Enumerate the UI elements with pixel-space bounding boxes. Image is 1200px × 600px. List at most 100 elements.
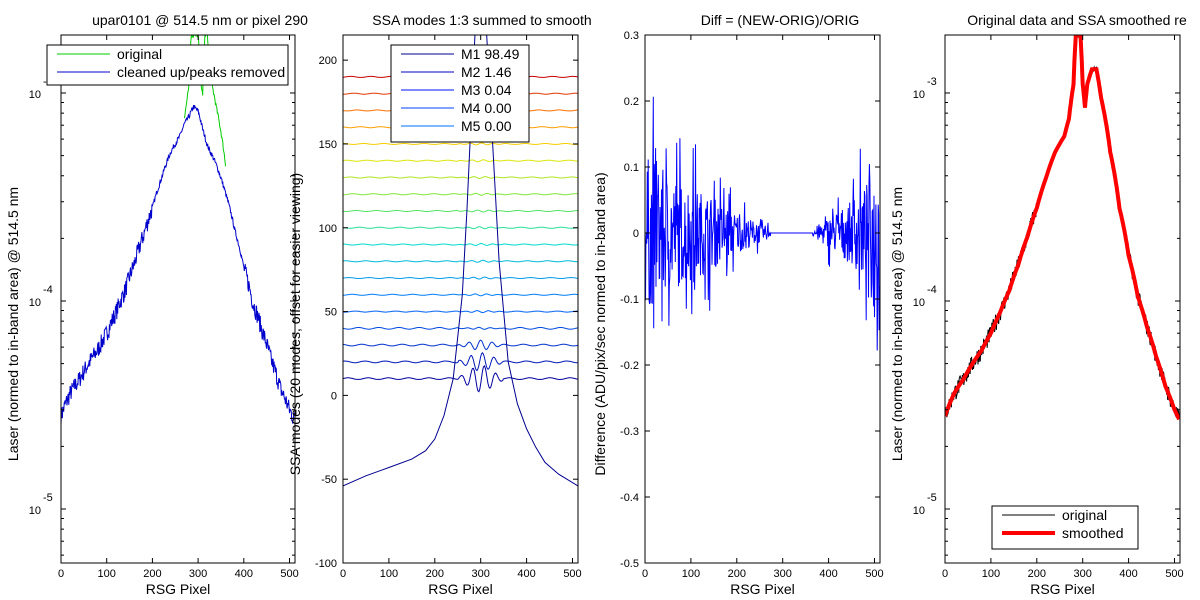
x-tick-label: 500	[1165, 568, 1183, 580]
y-tick-label: 50	[325, 307, 337, 319]
x-axis-label: RSG Pixel	[428, 581, 493, 597]
ssa-mode-line	[343, 364, 578, 393]
legend-entry: original	[1062, 507, 1107, 523]
axes-box	[944, 34, 1181, 564]
axes-box	[342, 34, 579, 564]
x-tick-label: 200	[143, 568, 161, 580]
ssa-mode-line	[343, 293, 578, 297]
ssa-mode-line	[343, 259, 578, 263]
legend-entry: cleaned up/peaks removed	[117, 64, 285, 80]
x-tick-label: 500	[563, 568, 581, 580]
y-tick-label: 10	[29, 89, 41, 101]
x-tick-label: 300	[189, 568, 207, 580]
y-tick-exponent: -4	[927, 284, 937, 296]
x-axis-label: RSG Pixel	[146, 581, 211, 597]
y-tick-exponent: -3	[927, 76, 937, 88]
y-tick-label: 10	[913, 505, 925, 517]
ssa-mode-line	[343, 142, 578, 146]
panel-title: SSA modes 1:3 summed to smooth	[372, 12, 591, 28]
legend-entry: M5 0.00	[461, 118, 512, 134]
ssa-mode-line	[343, 192, 578, 196]
ssa-mode-line	[343, 226, 578, 230]
y-tick-exponent: -5	[927, 492, 937, 504]
x-tick-label: 200	[1028, 568, 1046, 580]
x-tick-label: 100	[380, 568, 398, 580]
legend-entry: M3 0.04	[461, 82, 512, 98]
y-tick-label: -50	[321, 474, 337, 486]
y-tick-label: 100	[319, 223, 337, 235]
ssa-mode-line	[343, 326, 578, 330]
y-tick-label: 0.3	[624, 30, 639, 42]
x-tick-label: 100	[98, 568, 116, 580]
y-tick-label: -100	[315, 558, 337, 570]
panel-title: Original data and SSA smoothed re	[967, 12, 1187, 28]
y-axis-label: SSA modes (20 modes, offset for easier v…	[287, 173, 303, 475]
series-original	[945, 35, 1180, 419]
y-tick-label: 0.1	[624, 162, 639, 174]
axes-box	[644, 34, 881, 564]
panel-title: Diff = (NEW-ORIG)/ORIG	[701, 12, 860, 28]
legend-box	[991, 505, 1139, 550]
series-cleaned-up-peaks-removed	[61, 104, 295, 426]
x-tick-label: 300	[774, 568, 792, 580]
y-tick-label: 200	[319, 55, 337, 67]
x-tick-label: 0	[340, 568, 346, 580]
x-tick-label: 400	[819, 568, 837, 580]
y-tick-label: -0.5	[620, 558, 639, 570]
ssa-mode-line	[343, 175, 578, 180]
x-tick-label: 400	[1119, 568, 1137, 580]
axes-box	[60, 34, 296, 564]
panel-3: 0 100 200 300 400 500 -0.5 -0.4 -0.3 -0.2 -0.1 0 0.1…	[592, 12, 884, 597]
legend-entry: M2 1.46	[461, 64, 512, 80]
y-tick-label: 0	[331, 390, 337, 402]
y-tick-label: 0.2	[624, 96, 639, 108]
legend: original cleaned up/peaks removed	[46, 44, 289, 86]
legend: M1 98.49 M2 1.46 M3 0.04 M4 0.00 M5 0.00	[390, 44, 530, 143]
x-axis-label: RSG Pixel	[730, 581, 795, 597]
y-tick-label: 0	[633, 228, 639, 240]
legend-box	[46, 44, 289, 86]
plot-area-4	[945, 35, 1180, 421]
x-tick-label: 0	[58, 568, 64, 580]
ssa-mode-line	[343, 209, 578, 213]
ssa-mode-line	[343, 352, 578, 372]
ssa-mode-line	[343, 276, 578, 280]
x-tick-label: 0	[942, 568, 948, 580]
y-tick-exponent: -5	[43, 492, 53, 504]
x-tick-label: 0	[642, 568, 648, 580]
x-tick-label: 100	[982, 568, 1000, 580]
x-tick-label: 400	[517, 568, 535, 580]
x-tick-label: 300	[472, 568, 490, 580]
series-smoothed	[945, 35, 1180, 421]
y-axis-label: Laser (normed to in-band area) @ 514.5 n…	[5, 187, 21, 461]
series-original	[183, 35, 226, 167]
y-tick-label: -0.4	[620, 492, 639, 504]
ssa-mode-line	[343, 242, 578, 246]
y-tick-label: -0.1	[620, 294, 639, 306]
plot-area-3	[645, 96, 880, 351]
y-axis-label: Difference (ADU/pix/sec normed to in-ban…	[592, 172, 608, 475]
y-tick-label: 10	[29, 297, 41, 309]
panel-2: 0 100 200 300 400 500 -100 -50 0 50 100 150 200 SSA m…	[287, 12, 592, 597]
x-tick-label: 200	[728, 568, 746, 580]
series-diff	[645, 96, 880, 351]
legend-entry: M1 98.49	[461, 46, 520, 62]
y-tick-label: 10	[913, 297, 925, 309]
x-tick-label: 500	[865, 568, 883, 580]
y-tick-label: 10	[29, 505, 41, 517]
y-tick-label: 150	[319, 139, 337, 151]
y-tick-label: -0.3	[620, 426, 639, 438]
panel-title: upar0101 @ 514.5 nm or pixel 290	[92, 12, 308, 28]
ssa-mode-line	[343, 159, 578, 163]
legend-entry: smoothed	[1062, 525, 1123, 541]
y-tick-label: 10	[913, 89, 925, 101]
ssa-mode-line	[343, 339, 578, 351]
plot-area-1	[61, 35, 295, 426]
x-tick-label: 200	[426, 568, 444, 580]
legend-entry: original	[117, 46, 162, 62]
y-axis-label: Laser (normed to in-band area) @ 514.5 n…	[889, 187, 905, 461]
x-tick-label: 100	[682, 568, 700, 580]
